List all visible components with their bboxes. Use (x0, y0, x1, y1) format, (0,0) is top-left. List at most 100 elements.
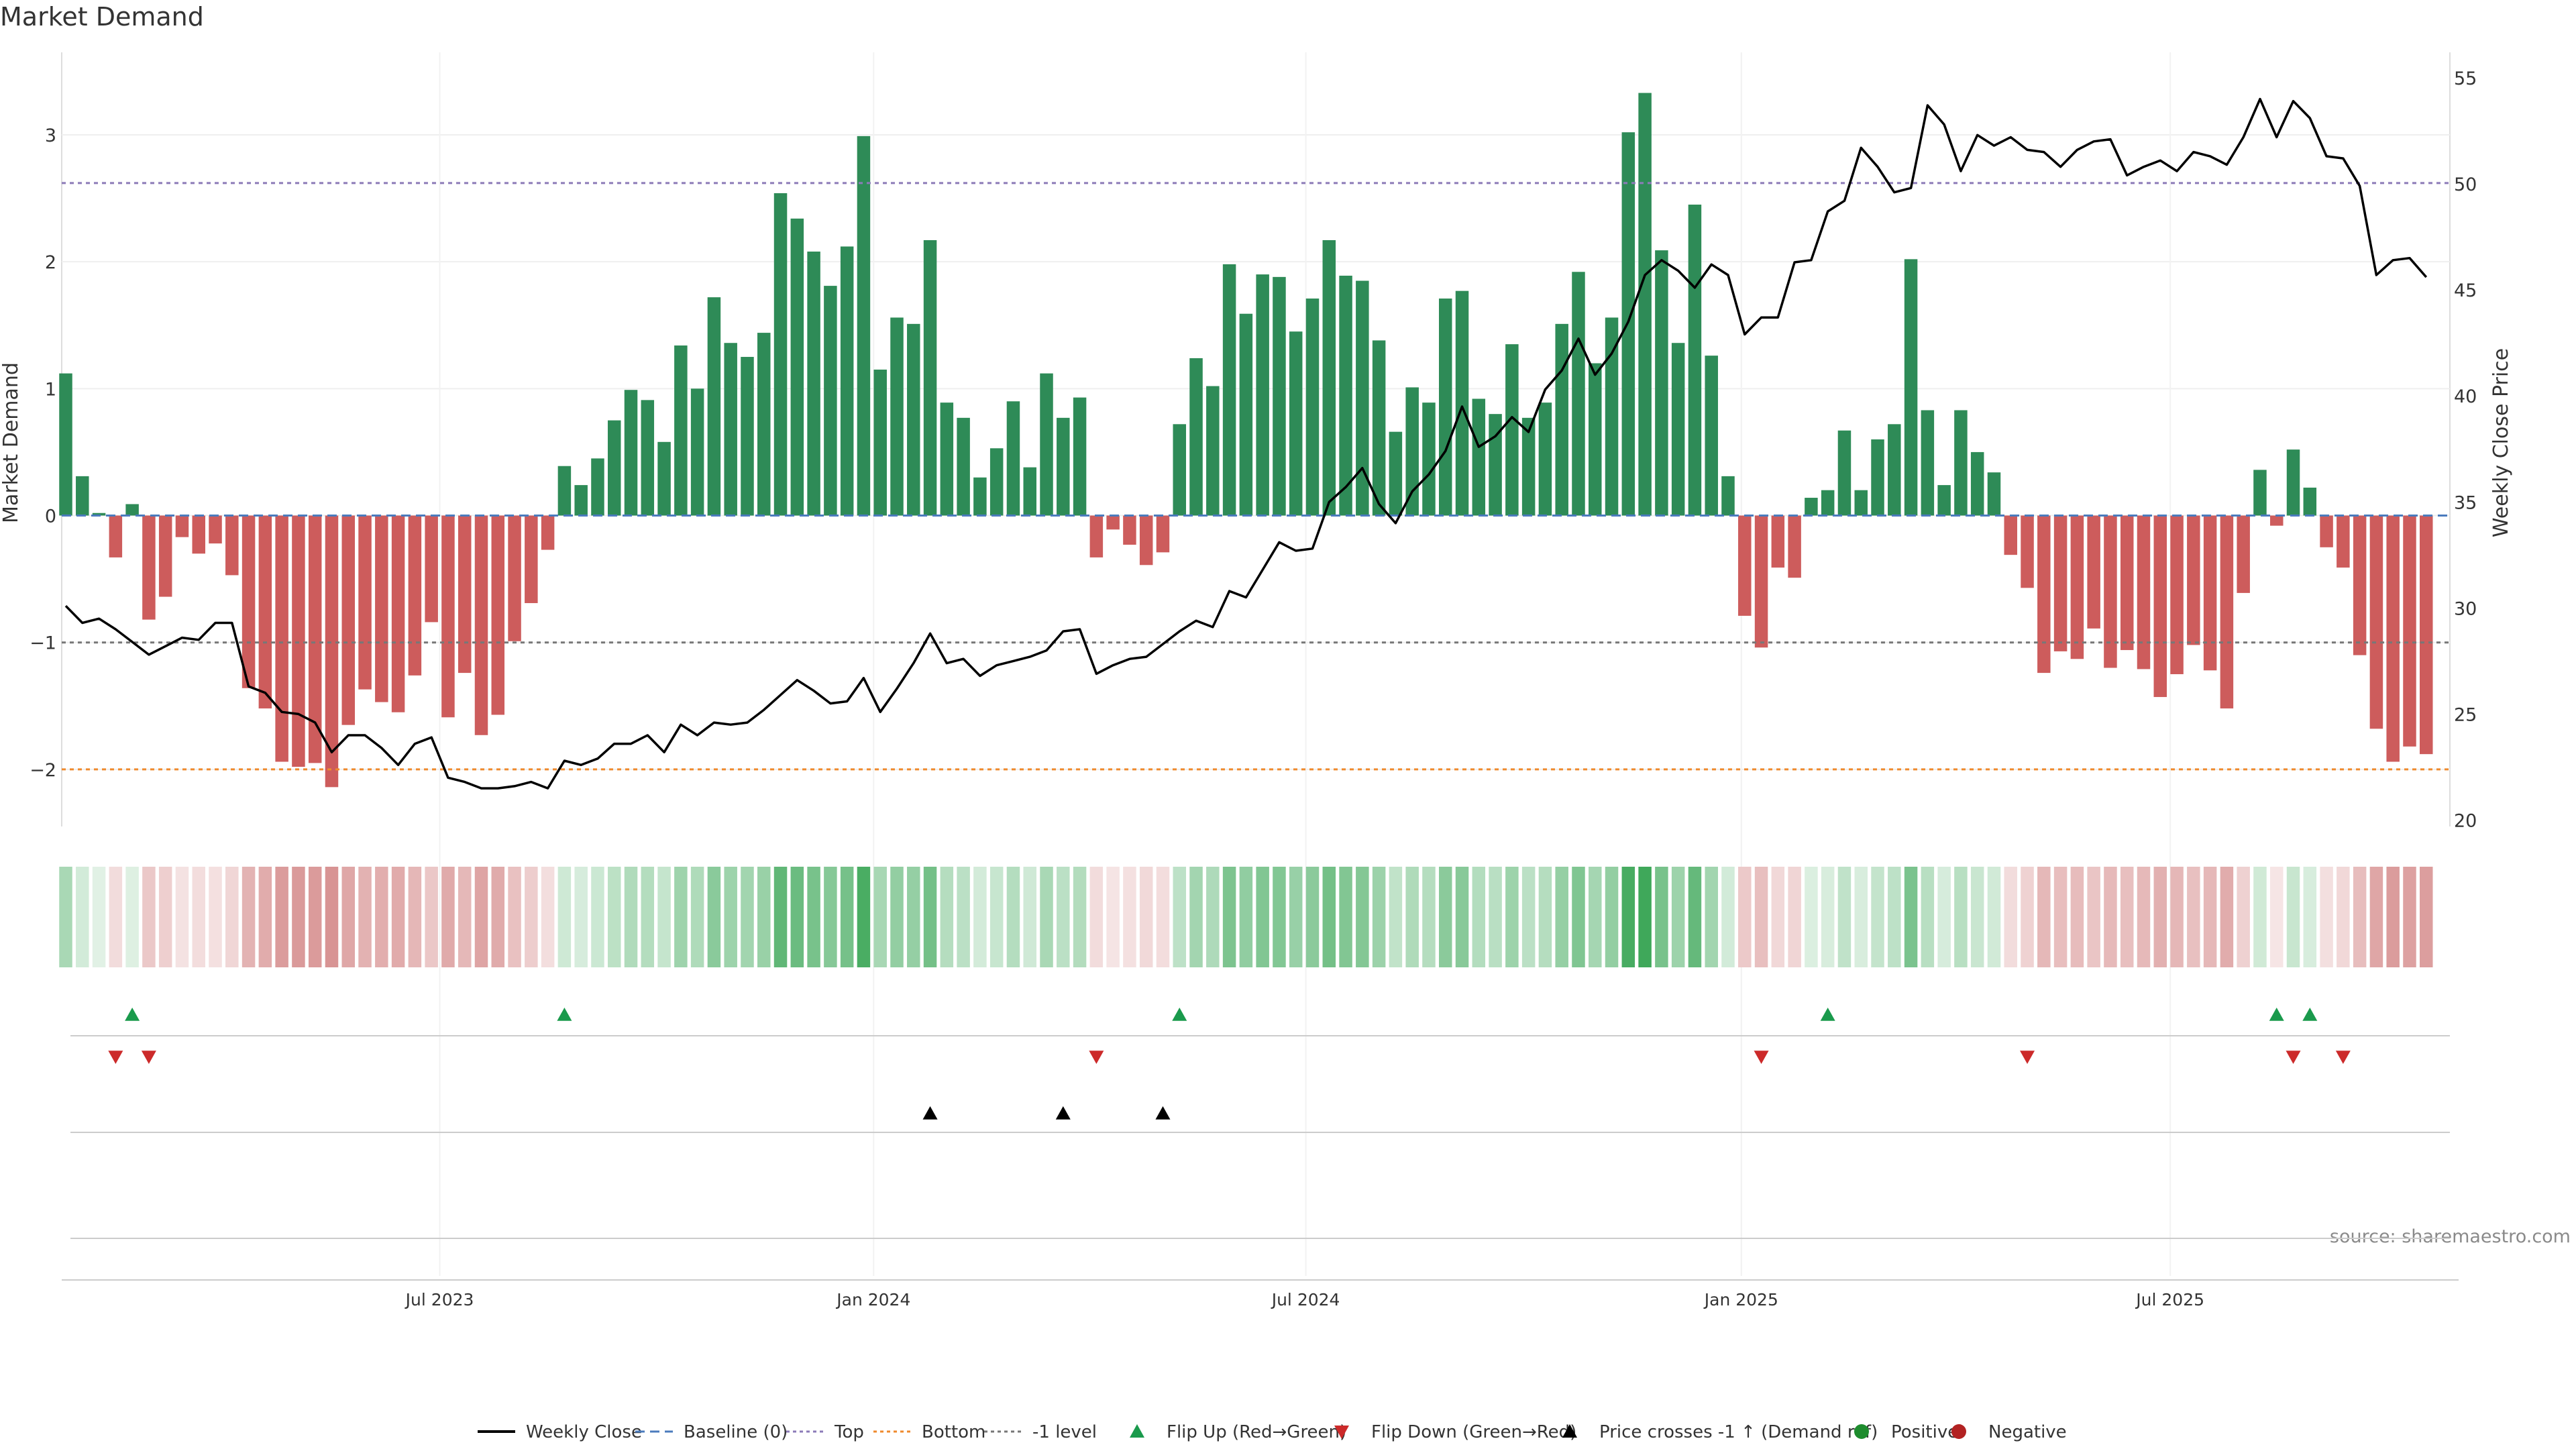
y-tick-label: −1 (30, 633, 56, 654)
legend-swatch-triangle-up (1130, 1424, 1144, 1438)
demand-bar (192, 515, 205, 554)
demand-strip-cell (1805, 867, 1818, 967)
demand-bar (574, 485, 588, 516)
demand-bar (857, 136, 871, 516)
demand-strip-cell (923, 867, 937, 967)
demand-bar (1937, 485, 1951, 516)
demand-bar (441, 515, 455, 718)
demand-bar (1356, 280, 1369, 516)
demand-bar (1123, 515, 1136, 545)
demand-bar (2269, 515, 2284, 526)
demand-strip-cell (1937, 867, 1951, 967)
demand-bar (1921, 410, 1935, 516)
demand-strip-cell (1589, 867, 1602, 967)
legend: Weekly Close Baseline (0) Top Bottom -1 leve… (478, 1422, 2067, 1442)
demand-bar (2053, 515, 2068, 651)
demand-bar (1721, 476, 1735, 516)
demand-bar (923, 239, 937, 516)
demand-strip-cell (1289, 867, 1303, 967)
demand-strip-cell (375, 867, 388, 967)
demand-strip-cell (1754, 867, 1768, 967)
demand-bar (358, 515, 372, 690)
legend-label: Baseline (0) (684, 1422, 788, 1442)
demand-strip-cell (1156, 867, 1170, 967)
demand-strip-cell (790, 867, 804, 967)
demand-strip-cell (2004, 867, 2018, 967)
demand-strip-cell (1239, 867, 1253, 967)
demand-bar (741, 357, 754, 516)
demand-strip-cell (741, 867, 754, 967)
demand-bar (957, 417, 970, 516)
legend-label: Flip Down (Green→Red) (1371, 1422, 1576, 1442)
chart-title: Market Demand (0, 2, 204, 32)
x-tick-label: Jul 2025 (2135, 1290, 2204, 1309)
demand-bar (474, 515, 488, 735)
demand-bar (1023, 467, 1036, 516)
demand-strip-cell (508, 867, 521, 967)
demand-bar (1073, 397, 1087, 516)
x-tick-label: Jan 2025 (1703, 1290, 1778, 1309)
demand-bar (1289, 331, 1303, 516)
flip-up-marker (557, 1008, 572, 1021)
legend-label: -1 level (1032, 1422, 1097, 1442)
demand-strip-cell (1821, 867, 1835, 967)
demand-bar (142, 515, 156, 620)
demand-strip-cell (241, 867, 256, 967)
demand-strip-cell (325, 867, 339, 967)
left-axis-label: Market Demand (0, 362, 23, 523)
legend-label: Price crosses -1 ↑ (Demand ref) (1599, 1422, 1878, 1442)
demand-strip-cell (1189, 867, 1203, 967)
demand-strip-cell (491, 867, 505, 967)
demand-strip-cell (2070, 867, 2084, 967)
demand-bar (624, 390, 638, 516)
demand-bar (724, 343, 737, 516)
demand-strip-cell (2386, 867, 2400, 967)
demand-strip-cell (2037, 867, 2051, 967)
demand-bar (690, 388, 704, 516)
demand-strip-cell (757, 867, 771, 967)
demand-strip-cell (2320, 867, 2333, 967)
demand-strip-cell (940, 867, 954, 967)
demand-bar (2187, 515, 2200, 645)
demand-strip-cell (773, 867, 788, 967)
demand-strip-cell (1273, 867, 1286, 967)
demand-bar (1006, 401, 1020, 516)
flip-down-marker (141, 1051, 156, 1064)
y2-tick-label: 40 (2454, 386, 2477, 407)
demand-strip-cell (1489, 867, 1502, 967)
signal-marker-panels (62, 1008, 2459, 1281)
demand-strip-cell (890, 867, 904, 967)
demand-strip-cell (1721, 867, 1735, 967)
demand-bar (1904, 259, 1918, 516)
demand-strip-cell (1688, 867, 1702, 967)
demand-bar (1688, 205, 1702, 516)
demand-bar (2253, 470, 2267, 516)
legend-item: Positive (1854, 1422, 1958, 1442)
demand-strip-cell (574, 867, 588, 967)
demand-strip-cell (1422, 867, 1436, 967)
demand-bar (1505, 344, 1519, 516)
demand-strip-cell (907, 867, 920, 967)
demand-bar (1589, 363, 1602, 516)
legend-swatch-triangle-black (1562, 1424, 1577, 1438)
demand-bar (973, 477, 987, 516)
y2-tick-label: 35 (2454, 492, 2477, 513)
x-tick-label: Jul 2024 (1271, 1290, 1340, 1309)
demand-strip-cell (2337, 867, 2350, 967)
demand-strip-cell (973, 867, 987, 967)
weekly-close-line (64, 97, 2428, 790)
legend-item: -1 level (984, 1422, 1097, 1442)
right-axis-label: Weekly Close Price (2489, 348, 2513, 537)
demand-bar (275, 515, 288, 762)
flip-up-marker (2302, 1008, 2318, 1021)
demand-bar (1256, 274, 1269, 516)
demand-strip-cell (807, 867, 820, 967)
legend-item: Price crosses -1 ↑ (Demand ref) (1562, 1422, 1878, 1442)
y-tick-label: 3 (45, 125, 56, 146)
demand-strip-cell (1837, 867, 1851, 967)
demand-strip-cell (158, 867, 172, 967)
legend-item: Baseline (0) (635, 1422, 788, 1442)
demand-strip-cell (1655, 867, 1668, 967)
demand-strip-cell (425, 867, 438, 967)
demand-bar (1655, 250, 1668, 516)
